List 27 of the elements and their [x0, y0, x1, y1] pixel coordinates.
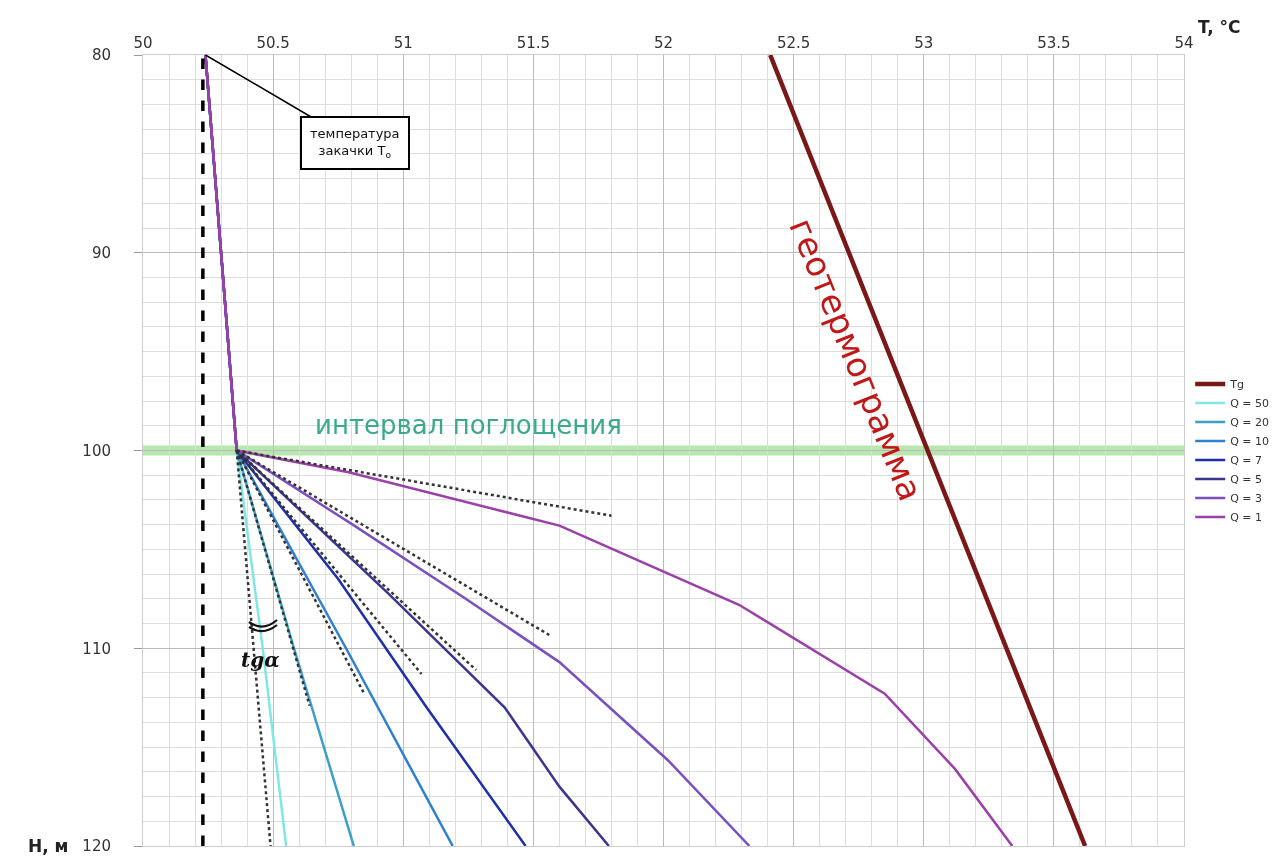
- x-tick-label: 50: [133, 34, 153, 52]
- x-tick-label: 52.5: [776, 34, 811, 52]
- x-axis-title: T, °C: [1198, 17, 1241, 37]
- band-label: интервал поглощения: [315, 410, 622, 440]
- legend-label: Q = 20: [1230, 416, 1270, 430]
- legend-label: Tg: [1229, 378, 1244, 392]
- y-tick-label: 80: [91, 46, 111, 65]
- x-tick-label: 54: [1174, 34, 1194, 52]
- legend-label: Q = 7: [1230, 454, 1263, 468]
- legend-label: Q = 3: [1230, 492, 1263, 506]
- y-tick-label: 120: [82, 837, 111, 856]
- y-tick-label: 110: [82, 639, 111, 658]
- x-tick-label: 53: [914, 34, 934, 52]
- x-tick-label: 51.5: [516, 34, 551, 52]
- y-axis-title: H, м: [28, 836, 69, 856]
- x-tick-label: 53.5: [1037, 34, 1071, 52]
- legend-label: Q = 10: [1230, 435, 1270, 449]
- annotation: температура закачки T$_{о}$: [310, 126, 400, 160]
- x-tick-label: 50.5: [256, 34, 290, 52]
- annotation: tgα: [241, 648, 280, 672]
- legend-label: Q = 1: [1230, 511, 1263, 525]
- legend-label: Q = 5: [1230, 473, 1263, 487]
- y-tick-label: 100: [82, 441, 111, 460]
- y-tick-label: 90: [91, 244, 111, 262]
- x-tick-label: 51: [393, 34, 413, 52]
- x-tick-label: 52: [653, 34, 674, 52]
- legend-label: Q = 50: [1230, 397, 1270, 411]
